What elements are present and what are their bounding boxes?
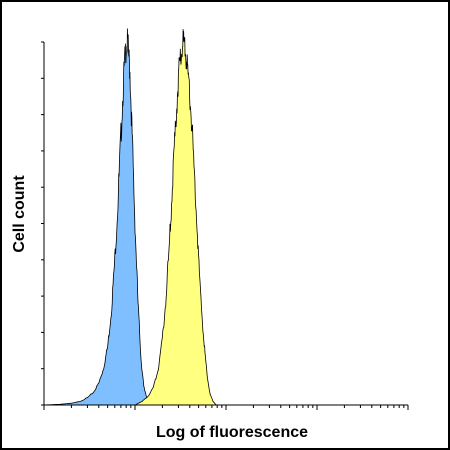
series-layer xyxy=(43,28,218,406)
y-axis-label: Cell count xyxy=(11,175,28,253)
histogram-series-1 xyxy=(43,28,167,406)
histogram-series-2 xyxy=(134,29,218,406)
x-axis-label: Log of fluorescence xyxy=(156,424,308,441)
axes-layer xyxy=(41,41,409,410)
